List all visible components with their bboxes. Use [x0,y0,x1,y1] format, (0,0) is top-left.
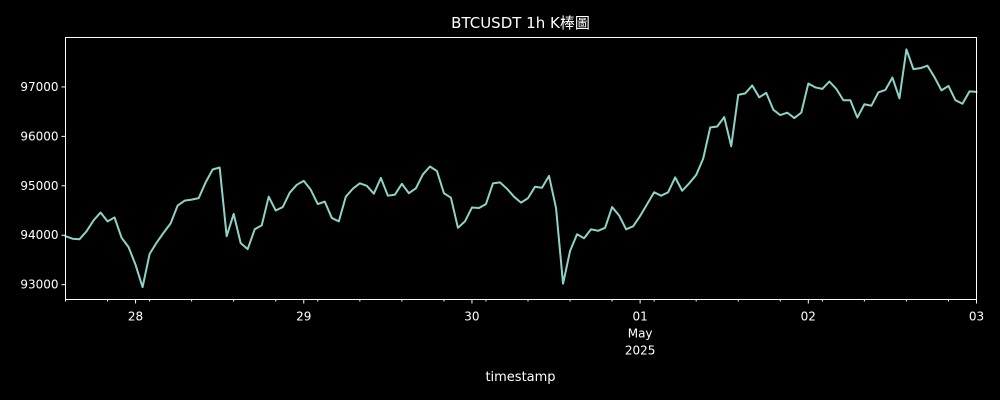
y-tick-label: 93000 [20,278,58,292]
x-tick-label: 28 [128,310,143,324]
x-tick-label: 03 [969,310,984,324]
x-axis: 28 29 30 01 May 2025 02 03 [65,299,984,358]
y-tick-label: 95000 [20,179,58,193]
x-tick-label: 01 [632,310,647,324]
x-tick-label: May [628,327,653,341]
y-tick-label: 94000 [20,228,58,242]
price-series-line [64,48,978,289]
x-axis-label: timestamp [485,370,555,385]
axes-frame [65,37,977,300]
y-tick-label: 97000 [20,80,58,94]
y-axis: 93000 94000 95000 96000 97000 [20,80,66,292]
x-tick-label: 29 [296,310,311,324]
x-tick-label: 2025 [625,344,656,358]
x-tick-label: 02 [801,310,816,324]
plot-area [64,48,978,289]
x-tick-label: 30 [464,310,479,324]
chart-title: BTCUSDT 1h K棒圖 [451,14,590,32]
y-tick-label: 96000 [20,129,58,143]
